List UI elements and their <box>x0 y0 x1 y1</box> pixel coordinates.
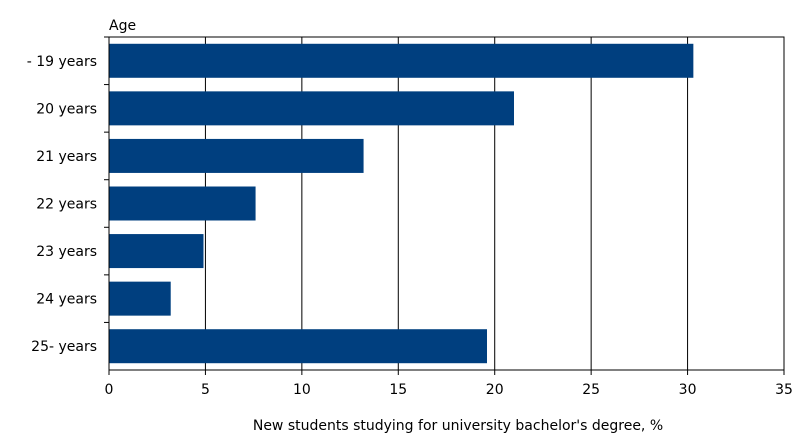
y-tick-label: 25- years <box>31 339 97 355</box>
y-tick-label: 24 years <box>36 292 97 308</box>
y-tick-label: 22 years <box>36 197 97 213</box>
y-axis-title: Age <box>109 18 136 34</box>
x-tick-label: 25 <box>582 382 600 398</box>
bar <box>109 281 171 316</box>
bar <box>109 234 204 269</box>
x-axis-title: New students studying for university bac… <box>253 418 663 434</box>
y-tick-label: 20 years <box>36 101 97 117</box>
x-tick-label: 15 <box>389 382 407 398</box>
bar <box>109 91 514 126</box>
y-tick-label: - 19 years <box>27 54 97 70</box>
x-tick-label: 0 <box>105 382 114 398</box>
y-tick-label: 23 years <box>36 244 97 260</box>
x-tick-label: 30 <box>679 382 697 398</box>
x-tick-label: 35 <box>775 382 793 398</box>
x-tick-label: 10 <box>293 382 311 398</box>
grid-lines <box>204 37 689 370</box>
y-tick-label: 21 years <box>36 149 97 165</box>
bar <box>109 186 256 221</box>
x-tick-label: 20 <box>486 382 504 398</box>
bar <box>109 43 694 78</box>
bars-group <box>109 43 694 364</box>
x-tick-labels: 0 5 10 15 20 25 30 35 <box>105 370 793 398</box>
bar <box>109 138 364 173</box>
y-tick-labels: - 19 years 20 years 21 years 22 years 23 yea… <box>27 36 109 355</box>
plot-frame <box>108 36 785 371</box>
bar <box>109 329 487 364</box>
x-tick-label: 5 <box>201 382 210 398</box>
